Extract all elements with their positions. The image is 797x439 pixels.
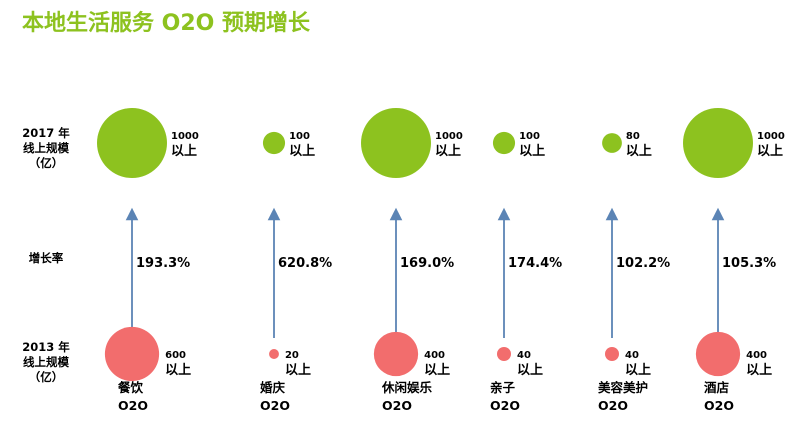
value-2017-label: 100 [519, 131, 540, 142]
row-label-2013-metric: 线上规模 [23, 355, 69, 369]
value-2017-unit: 以上 [289, 144, 315, 159]
bubble-2013 [695, 331, 741, 377]
row-label-2013-year: 2013 年 [22, 340, 70, 354]
row-label-2017: 2017 年 线上规模 （亿） [14, 126, 78, 171]
category-label-suffix: O2O [382, 398, 412, 413]
bubble-2017 [602, 133, 622, 153]
category-label: 休闲娱乐 [381, 380, 433, 395]
value-2017-unit: 以上 [435, 144, 461, 159]
bubble-2013 [373, 331, 419, 377]
category-label-suffix: O2O [490, 398, 520, 413]
value-2013-unit: 以上 [165, 363, 191, 378]
value-2013-unit: 以上 [625, 363, 651, 378]
chart-title: 本地生活服务 O2O 预期增长 [22, 11, 311, 36]
bubble-2013 [497, 347, 511, 361]
row-label-2013: 2013 年 线上规模 （亿） [14, 340, 78, 385]
row-label-2017-metric: 线上规模 [23, 141, 69, 155]
row-label-growth-text: 增长率 [28, 251, 64, 265]
value-2017-label: 1000 [757, 131, 785, 142]
row-label-2017-year: 2017 年 [22, 126, 70, 140]
value-2013-label: 600 [165, 350, 186, 361]
value-2013-label: 40 [517, 350, 531, 361]
row-label-2017-unit: （亿） [28, 156, 64, 170]
category-label-suffix: O2O [260, 398, 290, 413]
value-2017-unit: 以上 [757, 144, 783, 159]
growth-rate-label: 620.8% [278, 256, 332, 271]
value-2017-label: 80 [626, 131, 640, 142]
growth-rate-label: 193.3% [136, 256, 190, 271]
row-label-growth: 增长率 [14, 251, 78, 266]
category-label: 酒店 [704, 380, 730, 395]
value-2017-unit: 以上 [626, 144, 652, 159]
value-2013-label: 40 [625, 350, 639, 361]
value-2013-unit: 以上 [746, 363, 772, 378]
bubble-2017 [361, 108, 431, 178]
value-2013-label: 400 [424, 350, 445, 361]
growth-rate-label: 169.0% [400, 256, 454, 271]
value-2017-label: 1000 [435, 131, 463, 142]
bubble-2013 [605, 347, 619, 361]
value-2013-unit: 以上 [424, 363, 450, 378]
category-label-suffix: O2O [598, 398, 628, 413]
growth-rate-label: 105.3% [722, 256, 776, 271]
value-2013-label: 20 [285, 350, 299, 361]
bubble-2013 [104, 326, 160, 382]
bubble-2013 [269, 349, 279, 359]
value-2013-unit: 以上 [285, 363, 311, 378]
bubble-2017 [683, 108, 753, 178]
bubble-2017 [492, 131, 516, 155]
value-2017-unit: 以上 [171, 144, 197, 159]
category-label: 亲子 [490, 380, 516, 395]
value-2013-label: 400 [746, 350, 767, 361]
bubble-2017 [262, 131, 286, 155]
value-2013-unit: 以上 [517, 363, 543, 378]
value-2017-label: 100 [289, 131, 310, 142]
category-label: 餐饮 [117, 380, 144, 395]
category-label: 美容美护 [598, 380, 648, 395]
category-label-suffix: O2O [704, 398, 734, 413]
bubble-2017 [97, 108, 167, 178]
growth-rate-label: 174.4% [508, 256, 562, 271]
category-label: 婚庆 [259, 380, 286, 395]
growth-rate-label: 102.2% [616, 256, 670, 271]
value-2017-unit: 以上 [519, 144, 545, 159]
value-2017-label: 1000 [171, 131, 199, 142]
row-label-2013-unit: （亿） [28, 370, 64, 384]
category-label-suffix: O2O [118, 398, 148, 413]
